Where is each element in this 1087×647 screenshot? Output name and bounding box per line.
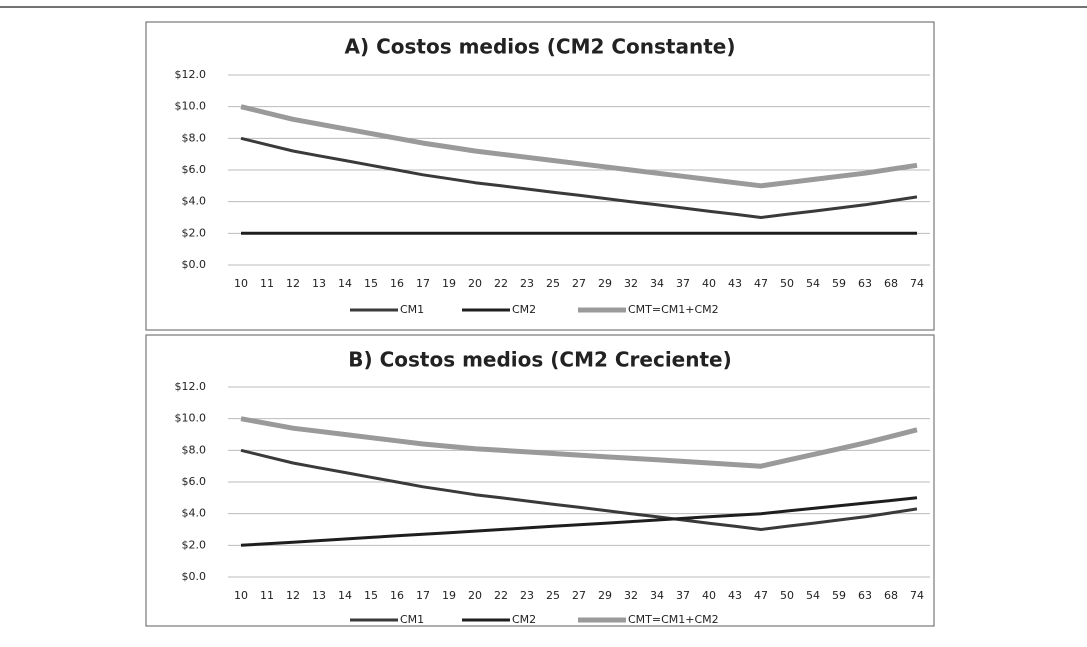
x-tick-label: 13 — [312, 589, 326, 602]
x-tick-label: 68 — [884, 589, 898, 602]
x-tick-label: 14 — [338, 589, 352, 602]
x-tick-label: 37 — [676, 277, 690, 290]
y-tick-label: $8.0 — [182, 443, 207, 456]
x-tick-label: 20 — [468, 589, 482, 602]
y-tick-label: $6.0 — [182, 163, 207, 176]
x-tick-label: 25 — [546, 277, 560, 290]
x-tick-label: 12 — [286, 277, 300, 290]
legend-label: CM2 — [512, 303, 536, 316]
x-tick-label: 54 — [806, 589, 820, 602]
chart-frame — [145, 334, 935, 627]
series-line — [240, 416, 918, 469]
x-tick-label: 23 — [520, 589, 534, 602]
legend-label: CMT=CM1+CM2 — [628, 303, 719, 316]
series-line — [240, 136, 918, 219]
x-tick-label: 15 — [364, 589, 378, 602]
x-tick-label: 16 — [390, 277, 404, 290]
x-tick-label: 22 — [494, 589, 508, 602]
y-tick-label: $4.0 — [182, 195, 207, 208]
x-tick-label: 54 — [806, 277, 820, 290]
x-tick-label: 63 — [858, 277, 872, 290]
x-tick-label: 15 — [364, 277, 378, 290]
chart-title: B) Costos medios (CM2 Creciente) — [348, 348, 732, 372]
x-tick-label: 27 — [572, 277, 586, 290]
x-tick-label: 40 — [702, 589, 716, 602]
x-tick-label: 10 — [234, 589, 248, 602]
x-tick-label: 12 — [286, 589, 300, 602]
x-tick-label: 17 — [416, 589, 430, 602]
x-tick-label: 10 — [234, 277, 248, 290]
x-tick-label: 23 — [520, 277, 534, 290]
x-tick-label: 19 — [442, 277, 456, 290]
x-tick-label: 25 — [546, 589, 560, 602]
y-tick-label: $0.0 — [182, 570, 207, 583]
chart-frame — [145, 21, 935, 331]
x-tick-label: 27 — [572, 589, 586, 602]
x-tick-label: 11 — [260, 589, 274, 602]
y-tick-label: $0.0 — [182, 258, 207, 271]
x-tick-label: 43 — [728, 589, 742, 602]
y-tick-label: $8.0 — [182, 131, 207, 144]
y-tick-label: $12.0 — [175, 68, 207, 81]
x-tick-label: 29 — [598, 589, 612, 602]
series-line — [240, 448, 918, 531]
x-tick-label: 16 — [390, 589, 404, 602]
y-tick-label: $6.0 — [182, 475, 207, 488]
x-tick-label: 29 — [598, 277, 612, 290]
x-tick-label: 63 — [858, 589, 872, 602]
x-tick-label: 43 — [728, 277, 742, 290]
x-tick-label: 50 — [780, 589, 794, 602]
x-tick-label: 50 — [780, 277, 794, 290]
series-line — [240, 496, 918, 547]
x-tick-label: 59 — [832, 589, 846, 602]
series-line — [240, 104, 918, 189]
x-tick-label: 14 — [338, 277, 352, 290]
y-tick-label: $10.0 — [175, 100, 207, 113]
x-tick-label: 40 — [702, 277, 716, 290]
x-tick-label: 32 — [624, 589, 638, 602]
x-tick-label: 68 — [884, 277, 898, 290]
x-tick-label: 19 — [442, 589, 456, 602]
x-tick-label: 74 — [910, 277, 924, 290]
y-tick-label: $10.0 — [175, 412, 207, 425]
x-tick-label: 20 — [468, 277, 482, 290]
y-tick-label: $2.0 — [182, 226, 207, 239]
x-tick-label: 34 — [650, 277, 664, 290]
legend-label: CM2 — [512, 613, 536, 626]
x-tick-label: 37 — [676, 589, 690, 602]
x-tick-label: 17 — [416, 277, 430, 290]
legend-label: CMT=CM1+CM2 — [628, 613, 719, 626]
x-tick-label: 22 — [494, 277, 508, 290]
x-tick-label: 13 — [312, 277, 326, 290]
chart-title: A) Costos medios (CM2 Constante) — [345, 35, 736, 59]
y-tick-label: $4.0 — [182, 507, 207, 520]
x-tick-label: 74 — [910, 589, 924, 602]
legend-label: CM1 — [400, 303, 424, 316]
x-tick-label: 34 — [650, 589, 664, 602]
x-tick-label: 47 — [754, 277, 768, 290]
y-tick-label: $12.0 — [175, 380, 207, 393]
y-tick-label: $2.0 — [182, 538, 207, 551]
x-tick-label: 59 — [832, 277, 846, 290]
x-tick-label: 32 — [624, 277, 638, 290]
x-tick-label: 11 — [260, 277, 274, 290]
x-tick-label: 47 — [754, 589, 768, 602]
legend-label: CM1 — [400, 613, 424, 626]
